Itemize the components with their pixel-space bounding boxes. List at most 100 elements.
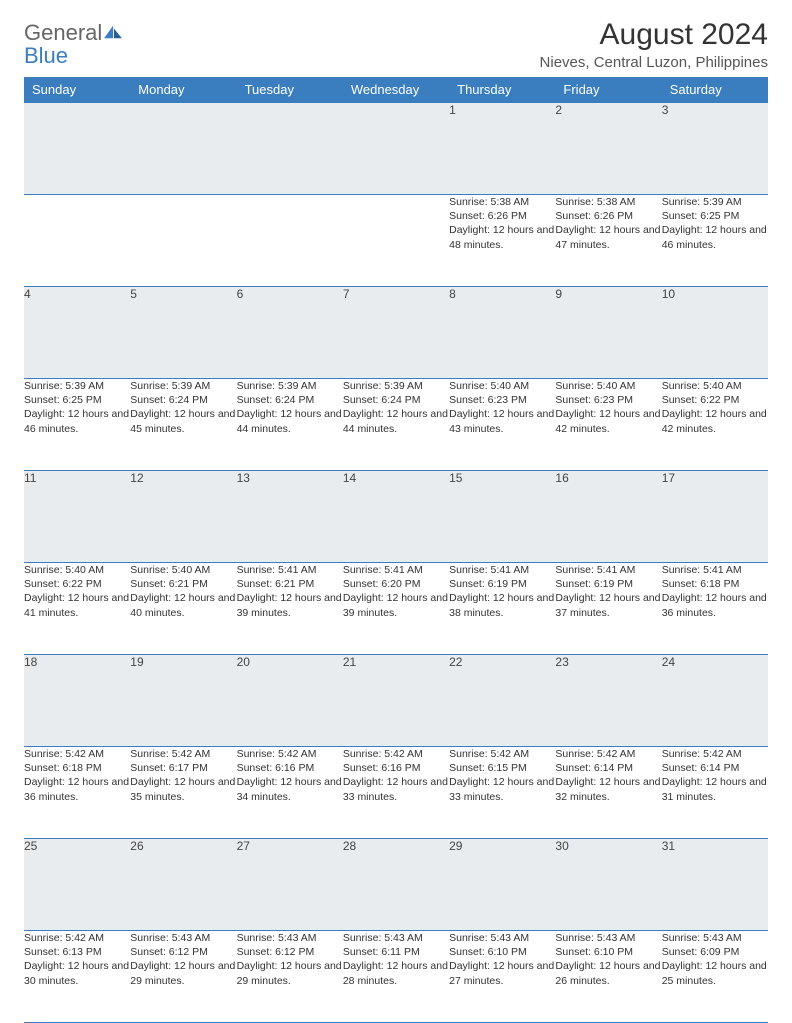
sunset-text: Sunset: 6:14 PM	[662, 761, 768, 775]
daylight-text: Daylight: 12 hours and 38 minutes.	[449, 591, 555, 619]
sunrise-text: Sunrise: 5:43 AM	[555, 931, 661, 945]
sunset-text: Sunset: 6:16 PM	[343, 761, 449, 775]
daylight-text: Daylight: 12 hours and 34 minutes.	[237, 775, 343, 803]
day-detail-cell: Sunrise: 5:39 AMSunset: 6:25 PMDaylight:…	[662, 195, 768, 287]
day-detail-cell	[343, 195, 449, 287]
sunset-text: Sunset: 6:17 PM	[130, 761, 236, 775]
brand-logo: General Blue	[24, 18, 124, 68]
sunrise-text: Sunrise: 5:40 AM	[555, 379, 661, 393]
sunrise-text: Sunrise: 5:41 AM	[662, 563, 768, 577]
sunset-text: Sunset: 6:21 PM	[237, 577, 343, 591]
day-number-cell: 28	[343, 839, 449, 931]
daylight-text: Daylight: 12 hours and 35 minutes.	[130, 775, 236, 803]
day-detail-cell	[24, 195, 130, 287]
daylight-text: Daylight: 12 hours and 44 minutes.	[237, 407, 343, 435]
sunset-text: Sunset: 6:20 PM	[343, 577, 449, 591]
day-detail-cell: Sunrise: 5:42 AMSunset: 6:13 PMDaylight:…	[24, 931, 130, 1023]
sunrise-text: Sunrise: 5:38 AM	[555, 195, 661, 209]
day-detail-cell: Sunrise: 5:42 AMSunset: 6:14 PMDaylight:…	[662, 747, 768, 839]
daylight-text: Daylight: 12 hours and 46 minutes.	[24, 407, 130, 435]
day-detail-cell: Sunrise: 5:40 AMSunset: 6:21 PMDaylight:…	[130, 563, 236, 655]
day-number-cell: 8	[449, 287, 555, 379]
sunset-text: Sunset: 6:10 PM	[449, 945, 555, 959]
detail-row: Sunrise: 5:38 AMSunset: 6:26 PMDaylight:…	[24, 195, 768, 287]
detail-row: Sunrise: 5:42 AMSunset: 6:18 PMDaylight:…	[24, 747, 768, 839]
daylight-text: Daylight: 12 hours and 32 minutes.	[555, 775, 661, 803]
daylight-text: Daylight: 12 hours and 28 minutes.	[343, 959, 449, 987]
month-title: August 2024	[540, 18, 768, 52]
sunrise-text: Sunrise: 5:41 AM	[555, 563, 661, 577]
day-detail-cell: Sunrise: 5:43 AMSunset: 6:10 PMDaylight:…	[449, 931, 555, 1023]
day-number-cell: 14	[343, 471, 449, 563]
daylight-text: Daylight: 12 hours and 29 minutes.	[237, 959, 343, 987]
day-detail-cell: Sunrise: 5:38 AMSunset: 6:26 PMDaylight:…	[449, 195, 555, 287]
day-detail-cell	[130, 195, 236, 287]
day-detail-cell: Sunrise: 5:42 AMSunset: 6:14 PMDaylight:…	[555, 747, 661, 839]
sunset-text: Sunset: 6:12 PM	[130, 945, 236, 959]
daylight-text: Daylight: 12 hours and 45 minutes.	[130, 407, 236, 435]
sunset-text: Sunset: 6:18 PM	[24, 761, 130, 775]
sunrise-text: Sunrise: 5:41 AM	[449, 563, 555, 577]
day-number-cell: 7	[343, 287, 449, 379]
detail-row: Sunrise: 5:40 AMSunset: 6:22 PM Daylight:…	[24, 563, 768, 655]
sunset-text: Sunset: 6:15 PM	[449, 761, 555, 775]
sunrise-text: Sunrise: 5:42 AM	[24, 931, 130, 945]
day-detail-cell	[237, 195, 343, 287]
sunset-text: Sunset: 6:24 PM	[130, 393, 236, 407]
daylight-text: Daylight: 12 hours and 44 minutes.	[343, 407, 449, 435]
weekday-header: Thursday	[449, 77, 555, 103]
sunrise-text: Sunrise: 5:39 AM	[343, 379, 449, 393]
sunrise-text: Sunrise: 5:43 AM	[343, 931, 449, 945]
daylight-text: Daylight: 12 hours and 39 minutes.	[343, 591, 449, 619]
day-detail-cell: Sunrise: 5:42 AMSunset: 6:17 PMDaylight:…	[130, 747, 236, 839]
sunset-text: Sunset: 6:09 PM	[662, 945, 768, 959]
sunrise-text: Sunrise: 5:40 AM	[130, 563, 236, 577]
sunrise-text: Sunrise: 5:42 AM	[449, 747, 555, 761]
day-number-cell: 15	[449, 471, 555, 563]
sunrise-text: Sunrise: 5:42 AM	[662, 747, 768, 761]
day-detail-cell: Sunrise: 5:41 AMSunset: 6:19 PMDaylight:…	[555, 563, 661, 655]
sunset-text: Sunset: 6:25 PM	[662, 209, 768, 223]
sunset-text: Sunset: 6:21 PM	[130, 577, 236, 591]
sunset-text: Sunset: 6:22 PM	[24, 577, 130, 591]
sunrise-text: Sunrise: 5:43 AM	[449, 931, 555, 945]
day-detail-cell: Sunrise: 5:42 AMSunset: 6:15 PMDaylight:…	[449, 747, 555, 839]
sunset-text: Sunset: 6:19 PM	[555, 577, 661, 591]
sunrise-text: Sunrise: 5:38 AM	[449, 195, 555, 209]
day-number-cell: 17	[662, 471, 768, 563]
weekday-header: Friday	[555, 77, 661, 103]
day-number-cell: 30	[555, 839, 661, 931]
daylight-text: Daylight: 12 hours and 27 minutes.	[449, 959, 555, 987]
sunrise-text: Sunrise: 5:42 AM	[555, 747, 661, 761]
day-number-cell: 31	[662, 839, 768, 931]
daylight-text: Daylight: 12 hours and 33 minutes.	[449, 775, 555, 803]
day-number-cell: 29	[449, 839, 555, 931]
day-detail-cell: Sunrise: 5:43 AMSunset: 6:12 PMDaylight:…	[130, 931, 236, 1023]
sunrise-text: Sunrise: 5:40 AM	[24, 563, 130, 577]
daylight-text: Daylight: 12 hours and 37 minutes.	[555, 591, 661, 619]
title-block: August 2024 Nieves, Central Luzon, Phili…	[540, 18, 768, 71]
sunset-text: Sunset: 6:24 PM	[237, 393, 343, 407]
sunrise-text: Sunrise: 5:43 AM	[130, 931, 236, 945]
day-number-cell: 23	[555, 655, 661, 747]
day-number-cell	[343, 103, 449, 195]
day-number-cell: 1	[449, 103, 555, 195]
sunset-text: Sunset: 6:11 PM	[343, 945, 449, 959]
sunset-text: Sunset: 6:24 PM	[343, 393, 449, 407]
sunrise-text: Sunrise: 5:42 AM	[130, 747, 236, 761]
sunrise-text: Sunrise: 5:40 AM	[662, 379, 768, 393]
daylight-text: Daylight: 12 hours and 31 minutes.	[662, 775, 768, 803]
day-number-cell: 6	[237, 287, 343, 379]
daynum-row: 11121314151617	[24, 471, 768, 563]
day-detail-cell: Sunrise: 5:40 AMSunset: 6:23 PMDaylight:…	[555, 379, 661, 471]
weekday-header: Monday	[130, 77, 236, 103]
day-detail-cell: Sunrise: 5:43 AMSunset: 6:11 PMDaylight:…	[343, 931, 449, 1023]
sunset-text: Sunset: 6:16 PM	[237, 761, 343, 775]
sunrise-text: Sunrise: 5:39 AM	[662, 195, 768, 209]
day-detail-cell: Sunrise: 5:41 AMSunset: 6:18 PMDaylight:…	[662, 563, 768, 655]
header: General Blue August 2024 Nieves, Central…	[24, 18, 768, 71]
calendar-body: 1 23 Sunrise: 5:38 AMSunset: 6:26 PMDayli…	[24, 103, 768, 1023]
sunrise-text: Sunrise: 5:41 AM	[343, 563, 449, 577]
day-number-cell: 16	[555, 471, 661, 563]
day-detail-cell: Sunrise: 5:39 AMSunset: 6:24 PMDaylight:…	[343, 379, 449, 471]
